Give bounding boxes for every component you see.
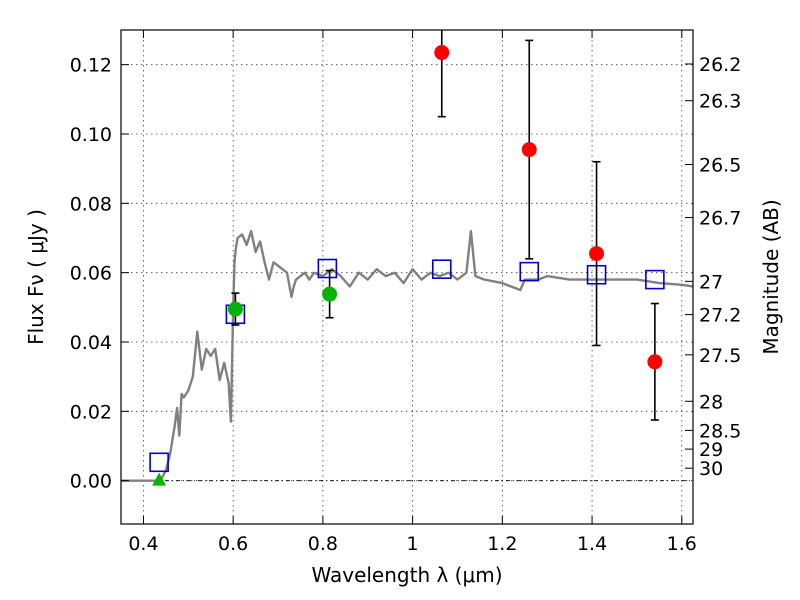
x-tick-label: 0.6 <box>218 533 248 555</box>
mag-tick-label: 27.2 <box>699 305 741 327</box>
y-tick-label: 0.10 <box>70 124 112 146</box>
observed-point <box>589 246 605 262</box>
mag-tick-label: 26.3 <box>699 91 741 113</box>
y-tick-label: 0.12 <box>70 55 112 77</box>
mag-tick-label: 28 <box>699 391 723 413</box>
model-point <box>431 259 452 280</box>
observed-point <box>647 354 663 370</box>
x-tick-label: 1.6 <box>667 533 697 555</box>
y2-axis-label: Magnitude (AB) <box>759 199 783 354</box>
plot-area <box>121 30 693 486</box>
x-axis-label: Wavelength λ (μm) <box>311 563 502 587</box>
mag-tick-label: 27.5 <box>699 345 741 367</box>
observed-point <box>227 301 243 317</box>
mag-tick-label: 26.5 <box>699 155 741 177</box>
y-axis-label: Flux Fν ( μJy ) <box>24 209 48 345</box>
mag-tick-label: 26.7 <box>699 208 741 230</box>
model-point <box>519 261 540 282</box>
observed-point <box>322 286 338 302</box>
y-tick-label: 0.02 <box>70 401 112 423</box>
mag-tick-label: 30 <box>699 458 723 480</box>
x-tick-label: 1 <box>407 533 419 555</box>
y-tick-label: 0.06 <box>70 263 112 285</box>
y-tick-label: 0.08 <box>70 193 112 215</box>
y-tick-label: 0.04 <box>70 332 112 354</box>
y-tick-label: 0.00 <box>70 471 112 493</box>
mag-tick-label: 28.5 <box>699 420 741 442</box>
observed-point <box>434 45 450 61</box>
x-tick-label: 1.4 <box>577 533 607 555</box>
spectrum-line <box>121 229 693 482</box>
x-tick-label: 0.8 <box>308 533 338 555</box>
upper-limit-point <box>152 472 167 486</box>
mag-tick-label: 27 <box>699 271 723 293</box>
observed-point <box>521 142 537 158</box>
mag-tick-label: 26.2 <box>699 54 741 76</box>
model-point <box>317 258 338 279</box>
grid-lines <box>121 30 693 524</box>
x-tick-label: 1.2 <box>487 533 517 555</box>
mag-tick-label: 29 <box>699 439 723 461</box>
model-point <box>149 452 169 473</box>
x-tick-label: 0.4 <box>128 533 158 555</box>
model-point <box>645 269 665 290</box>
plot-frame <box>120 29 694 525</box>
axis-ticks: 0.4 0.6 0.8 1 1.2 1.4 1.6 0.00 0.02 0.04 0.06 0.08 0… <box>70 30 741 555</box>
